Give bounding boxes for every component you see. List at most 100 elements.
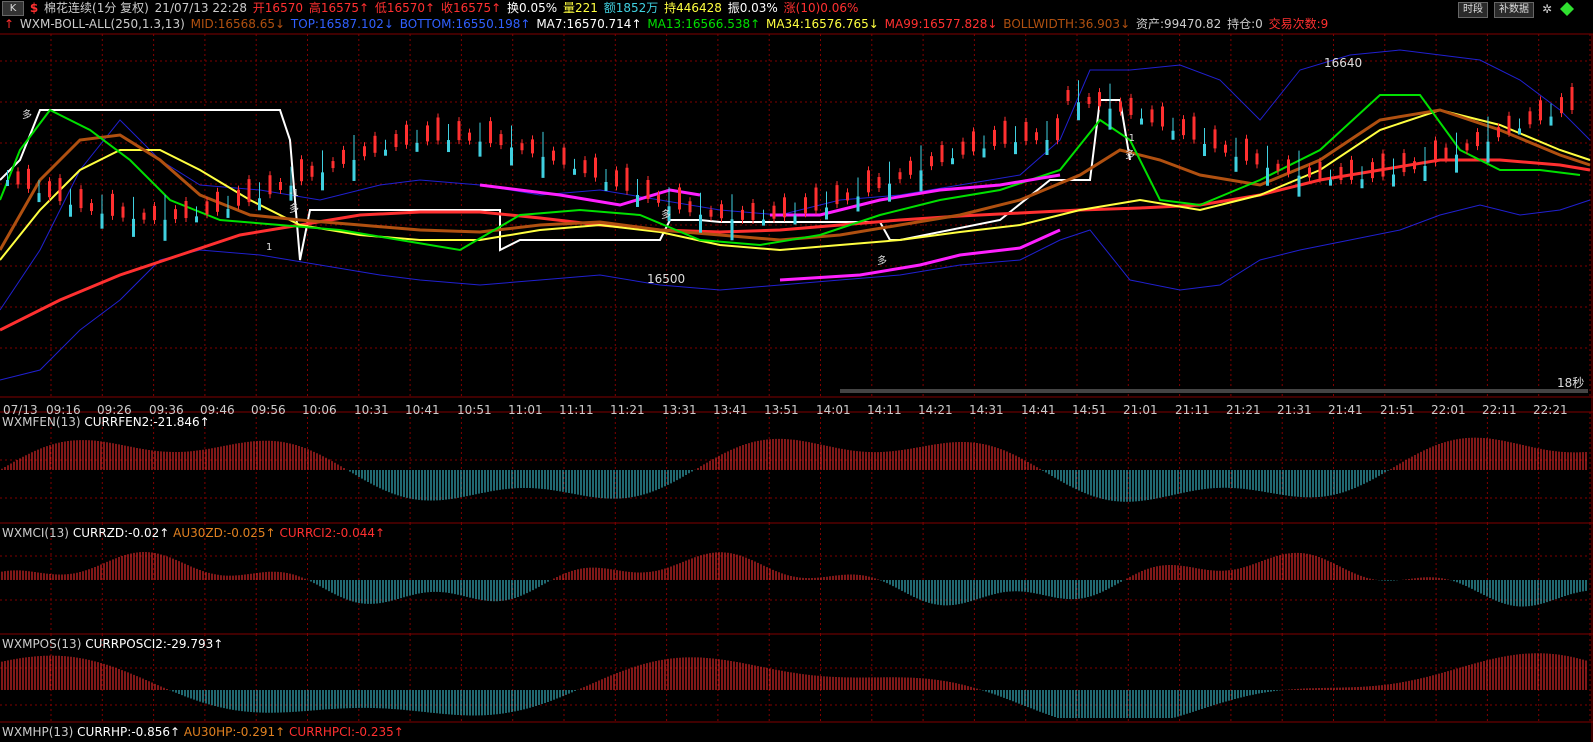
pos-panel-title: WXMPOS(13) CURRPOSCI2:-29.793↑ [2, 636, 223, 652]
candle [1203, 144, 1206, 157]
time-tick: 13:41 [713, 403, 748, 417]
mci-au: AU30ZD:-0.025↑ [173, 526, 276, 540]
signal-label: 多 [877, 256, 887, 267]
time-tick: 07/13 [3, 403, 38, 417]
candle [856, 196, 860, 212]
candle [37, 193, 41, 203]
hp-name: WXMHP(13) [2, 725, 74, 739]
time-tick: 14:31 [969, 403, 1004, 417]
candle [982, 148, 986, 158]
position-value: 持仓:0 [1227, 17, 1263, 31]
time-tick: 10:31 [354, 403, 389, 417]
candle [825, 207, 828, 220]
amount: 额1852万 [603, 1, 659, 15]
time-tick: 09:56 [251, 403, 286, 417]
time-tick: 21:01 [1123, 403, 1158, 417]
candle [1045, 140, 1049, 156]
ma99-line [0, 158, 1591, 332]
signal-label: 多 [22, 110, 32, 121]
trail-line [779, 228, 1061, 282]
candle [258, 198, 261, 211]
candle [730, 219, 734, 241]
timeshare-button[interactable]: 时段 [1458, 2, 1488, 18]
price-series [0, 49, 1591, 381]
mci-zd: CURRZD:-0.02↑ [72, 526, 170, 540]
ma13-value: MA13:16566.538↑ [647, 17, 761, 31]
candle [321, 172, 324, 191]
candle [163, 219, 167, 241]
datetime: 21/07/13 22:28 [154, 1, 247, 15]
indicator-name: WXM-BOLL-ALL(250,1.3,13) [19, 17, 185, 31]
countdown-label: 18秒 [1557, 376, 1585, 390]
fen-panel-title: WXMFEN(13) CURRFEN2:-21.846↑ [2, 414, 210, 430]
time-tick: 21:51 [1380, 403, 1415, 417]
change: 涨(10)0.06% [783, 1, 859, 15]
assets-value: 资产:99470.82 [1135, 17, 1222, 31]
time-tick: 10:51 [457, 403, 492, 417]
signal-label: 多 [1125, 150, 1135, 161]
time-tick: 21:21 [1226, 403, 1261, 417]
bottom-value: BOTTOM:16550.198↑ [399, 17, 531, 31]
time-tick: 09:46 [200, 403, 235, 417]
settings-icon[interactable]: ✲ [1541, 2, 1553, 16]
time-tick: 10:41 [405, 403, 440, 417]
high-price-label: 16640 [1324, 56, 1363, 70]
time-tick: 21:31 [1277, 403, 1312, 417]
amplitude: 振0.03% [727, 1, 778, 15]
countdown-bar [840, 389, 1588, 393]
candle [699, 214, 702, 233]
candle [1486, 141, 1490, 163]
ma34-line [0, 108, 1591, 261]
lower-band [0, 199, 1591, 381]
candle [226, 208, 230, 218]
candle [289, 185, 293, 201]
bollwidth-value: BOLLWIDTH:36.903↓ [1003, 17, 1131, 31]
ma99-value: MA99:16577.828↓ [884, 17, 998, 31]
pos-value: CURRPOSCI2:-29.793↑ [85, 637, 224, 651]
candle [919, 170, 923, 192]
time-tick: 22:11 [1482, 403, 1517, 417]
time-tick: 21:41 [1328, 403, 1363, 417]
candle [1392, 174, 1395, 187]
time-tick: 11:21 [610, 403, 645, 417]
candle [352, 159, 356, 181]
candle [132, 218, 135, 237]
candle [604, 182, 608, 192]
signal-label: 多 [289, 204, 299, 215]
time-tick: 22:21 [1533, 403, 1568, 417]
open-price: 开16570 [252, 1, 303, 15]
fen-value: CURRFEN2:-21.846↑ [84, 415, 210, 429]
candle [100, 213, 104, 229]
fen-name: WXMFEN(13) [2, 415, 81, 429]
hp-value: CURRHP:-0.856↑ [77, 725, 181, 739]
dollar-icon: $ [29, 1, 39, 15]
candle [1455, 154, 1458, 173]
candle [478, 141, 482, 157]
up-arrow-icon: ↑ [4, 17, 15, 31]
candle [69, 204, 72, 217]
candle [1014, 142, 1017, 155]
candle [1234, 156, 1238, 172]
ma34-value: MA34:16576.765↓ [765, 17, 879, 31]
k-line-button[interactable]: K [2, 1, 24, 16]
signal-label: -1 [1125, 133, 1135, 144]
quote-header: K $ 棉花连续(1分 复权) 21/07/13 22:28 开16570 高1… [0, 0, 860, 16]
diamond-icon[interactable] [1560, 2, 1574, 16]
oscillator-bars [1, 437, 1587, 718]
candle [1171, 130, 1175, 140]
trail-line [770, 173, 1061, 217]
top-value: TOP:16587.102↓ [290, 17, 394, 31]
candle [1077, 102, 1080, 121]
candle [1266, 167, 1269, 186]
indicator-header: ↑ WXM-BOLL-ALL(250,1.3,13) MID:16568.65↓… [0, 16, 1330, 32]
time-tick: 13:51 [764, 403, 799, 417]
ma7-value: MA7:16570.714↑ [536, 17, 642, 31]
supplement-data-button[interactable]: 补数据 [1494, 2, 1534, 18]
time-tick: 21:11 [1175, 403, 1210, 417]
time-tick: 14:01 [816, 403, 851, 417]
candle [636, 194, 639, 207]
ma13-line [0, 94, 1581, 252]
time-tick: 22:01 [1431, 403, 1466, 417]
mci-cci: CURRCI2:-0.044↑ [279, 526, 386, 540]
